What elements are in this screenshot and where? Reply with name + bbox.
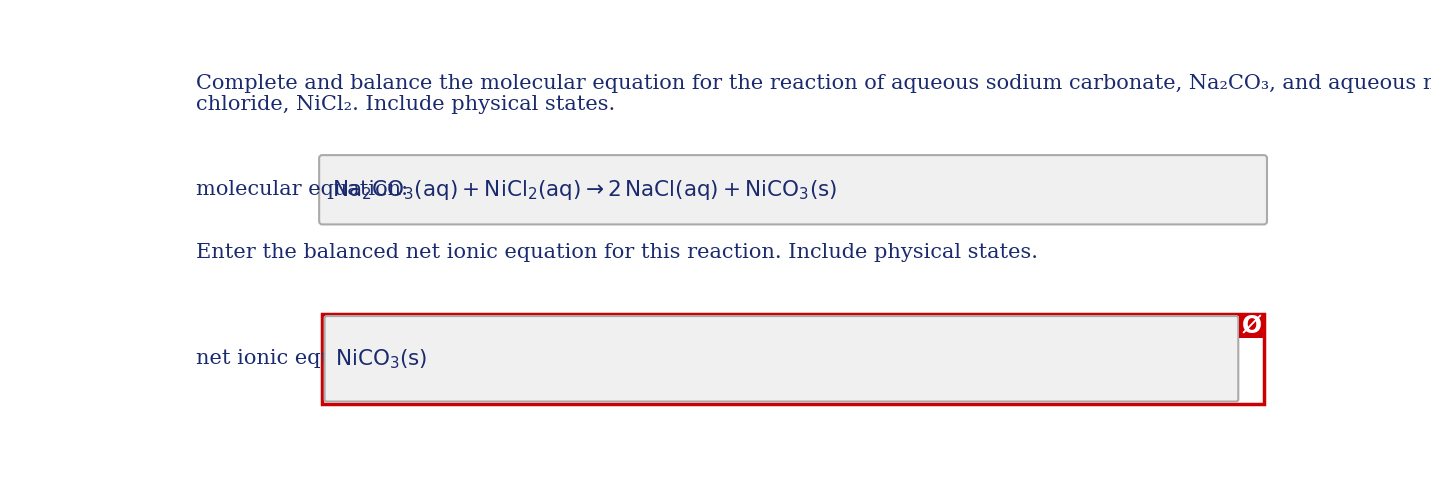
FancyBboxPatch shape (319, 155, 1266, 225)
Text: Enter the balanced net ionic equation for this reaction. Include physical states: Enter the balanced net ionic equation fo… (196, 243, 1037, 262)
Text: net ionic equation:: net ionic equation: (196, 349, 395, 368)
Text: Ø: Ø (1242, 314, 1262, 338)
FancyBboxPatch shape (325, 316, 1238, 402)
Text: molecular equation:: molecular equation: (196, 180, 408, 199)
Text: chloride, NiCl₂. Include physical states.: chloride, NiCl₂. Include physical states… (196, 95, 615, 114)
Text: Complete and balance the molecular equation for the reaction of aqueous sodium c: Complete and balance the molecular equat… (196, 74, 1431, 93)
Bar (1239, 314, 1264, 338)
Text: $\mathrm{NiCO_3(s)}$: $\mathrm{NiCO_3(s)}$ (335, 347, 426, 371)
Bar (322, 314, 1264, 404)
Text: $\mathrm{Na_2CO_3(aq) + NiCl_2(aq) \rightarrow 2\,NaCl(aq) + NiCO_3(s)}$: $\mathrm{Na_2CO_3(aq) + NiCl_2(aq) \righ… (332, 178, 837, 202)
